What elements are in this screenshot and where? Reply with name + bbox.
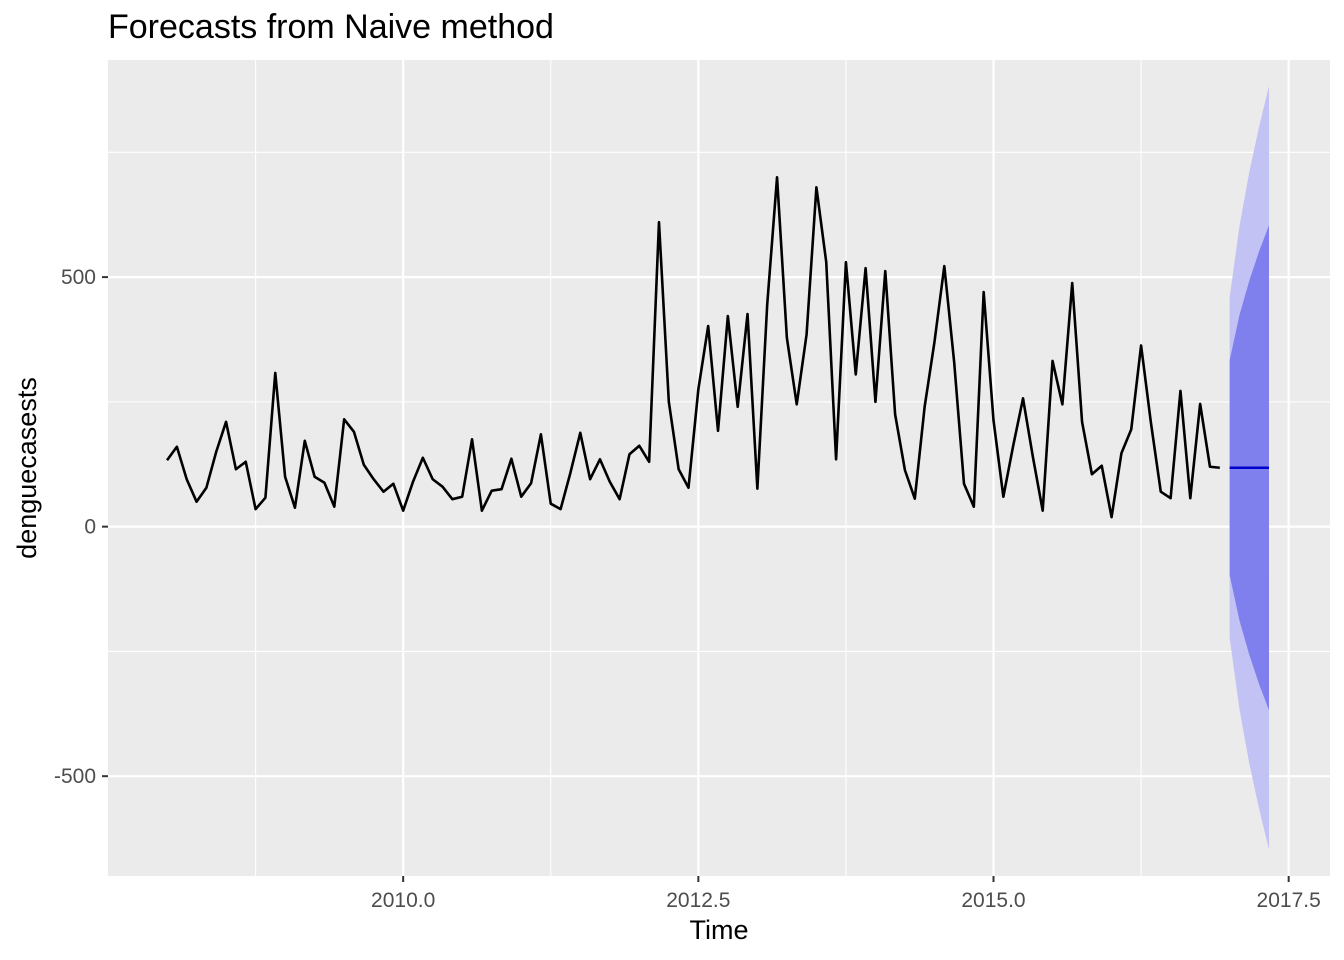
x-tick-label: 2010.0 — [371, 889, 435, 912]
x-tick-label: 2015.0 — [961, 889, 1025, 912]
plot-panel — [108, 60, 1330, 876]
minor-gridlines — [108, 60, 1330, 876]
x-tick-label: 2012.5 — [666, 889, 730, 912]
y-axis-title: denguecasests — [12, 377, 42, 559]
chart-title: Forecasts from Naive method — [108, 8, 554, 46]
x-tick-label: 2017.5 — [1257, 889, 1321, 912]
y-tick-label: 500 — [61, 266, 96, 289]
major-gridlines — [108, 60, 1330, 876]
y-tick-label: 0 — [84, 516, 96, 539]
series-lines — [165, 175, 1269, 519]
x-axis-title: Time — [690, 915, 749, 945]
y-tick-label: -500 — [54, 765, 96, 788]
axis-tick-labels: 2010.0 2012.5 2015.0 2017.5 -500 0 500 — [54, 266, 1321, 912]
series-line — [165, 175, 1220, 519]
axis-ticks — [102, 276, 1290, 882]
